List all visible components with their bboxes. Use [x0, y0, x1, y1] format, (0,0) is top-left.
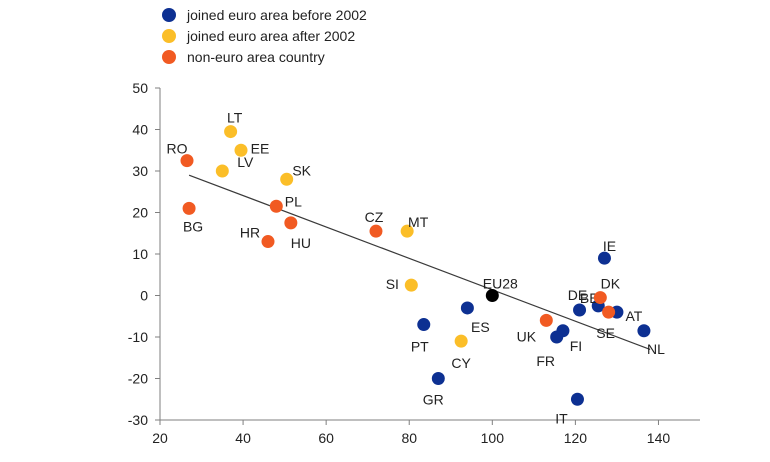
- legend-swatch-non-euro: [162, 49, 176, 64]
- point-label-si: SI: [386, 276, 399, 292]
- series-1-point-lt: [224, 125, 238, 139]
- legend-item-after-2002: joined euro area after 2002: [162, 25, 367, 46]
- y-tick-label: 50: [132, 80, 148, 96]
- series-2-point-bg: [182, 201, 196, 215]
- point-label-bg: BG: [183, 218, 203, 234]
- series-2-point-dk: [593, 291, 607, 305]
- series-0-point-es: [460, 301, 474, 315]
- point-label-eu28: EU28: [483, 276, 518, 292]
- y-tick-label: 40: [132, 122, 148, 138]
- series-2-point-uk: [539, 313, 553, 327]
- series-2-point-ro: [180, 154, 194, 168]
- point-label-hr: HR: [240, 225, 260, 241]
- series-0-point-gr: [431, 372, 445, 385]
- point-label-uk: UK: [517, 328, 537, 344]
- x-tick-label: 80: [401, 430, 417, 446]
- series-2-point-hu: [284, 216, 298, 230]
- legend-label-after-2002: joined euro area after 2002: [187, 27, 356, 44]
- series-2-point-cz: [369, 224, 383, 238]
- point-label-mt: MT: [408, 214, 429, 230]
- legend-swatch-after-2002: [162, 28, 176, 43]
- y-tick-label: -30: [128, 412, 148, 428]
- point-label-lt: LT: [227, 110, 243, 126]
- point-label-dk: DK: [601, 276, 621, 292]
- point-label-pl: PL: [285, 193, 302, 209]
- x-tick-label: 140: [647, 430, 671, 446]
- series-0-point-fr: [550, 330, 564, 344]
- y-tick-label: 10: [132, 246, 148, 262]
- series-0-point-de: [573, 303, 587, 317]
- series-1-point-lv: [215, 164, 229, 178]
- point-label-fi: FI: [570, 338, 582, 354]
- point-label-be: BE: [580, 290, 599, 306]
- series-0-point-nl: [637, 324, 651, 338]
- point-label-cy: CY: [451, 355, 471, 371]
- y-tick-label: 20: [132, 205, 148, 221]
- reference-point-eu28: [485, 289, 499, 302]
- point-label-sk: SK: [292, 162, 311, 178]
- point-label-es: ES: [471, 319, 490, 335]
- legend-label-non-euro: non-euro area country: [187, 48, 325, 65]
- point-label-hu: HU: [291, 235, 311, 251]
- legend-swatch-before-2002: [162, 7, 176, 22]
- point-label-gr: GR: [423, 392, 444, 408]
- x-tick-label: 100: [481, 430, 505, 446]
- point-label-it: IT: [555, 410, 568, 426]
- series-1-point-mt: [400, 224, 414, 238]
- y-tick-label: 30: [132, 163, 148, 179]
- trendline: [188, 174, 651, 351]
- point-label-ie: IE: [603, 238, 616, 254]
- series-0-point-pt: [417, 318, 431, 332]
- point-label-lv: LV: [237, 154, 254, 170]
- series-1-point-cy: [454, 334, 468, 348]
- point-label-se: SE: [596, 325, 615, 341]
- series-0-point-ie: [597, 251, 611, 265]
- point-label-fr: FR: [536, 353, 555, 369]
- point-label-pt: PT: [411, 339, 429, 355]
- y-tick-label: 0: [140, 288, 148, 304]
- x-tick-label: 60: [318, 430, 334, 446]
- series-2-point-pl: [269, 199, 283, 213]
- legend-item-non-euro: non-euro area country: [162, 46, 367, 67]
- x-tick-label: 20: [152, 430, 168, 446]
- point-label-de: DE: [568, 287, 587, 303]
- point-label-nl: NL: [647, 341, 665, 357]
- point-label-cz: CZ: [365, 209, 384, 225]
- x-tick-label: 40: [235, 430, 251, 446]
- point-label-at: AT: [625, 308, 642, 324]
- series-0-point-it: [570, 392, 584, 406]
- y-tick-label: -10: [128, 329, 148, 345]
- series-1-point-si: [404, 278, 418, 292]
- series-2-point-se: [602, 305, 616, 319]
- x-tick-label: 120: [564, 430, 588, 446]
- legend: joined euro area before 2002 joined euro…: [162, 4, 367, 67]
- series-1-point-sk: [280, 172, 294, 186]
- point-label-ro: RO: [167, 141, 188, 157]
- y-tick-label: -20: [128, 371, 148, 387]
- series-1-point-ee: [234, 143, 248, 157]
- series-2-point-hr: [261, 235, 275, 249]
- legend-item-before-2002: joined euro area before 2002: [162, 4, 367, 25]
- point-label-ee: EE: [251, 140, 270, 156]
- legend-label-before-2002: joined euro area before 2002: [187, 6, 367, 23]
